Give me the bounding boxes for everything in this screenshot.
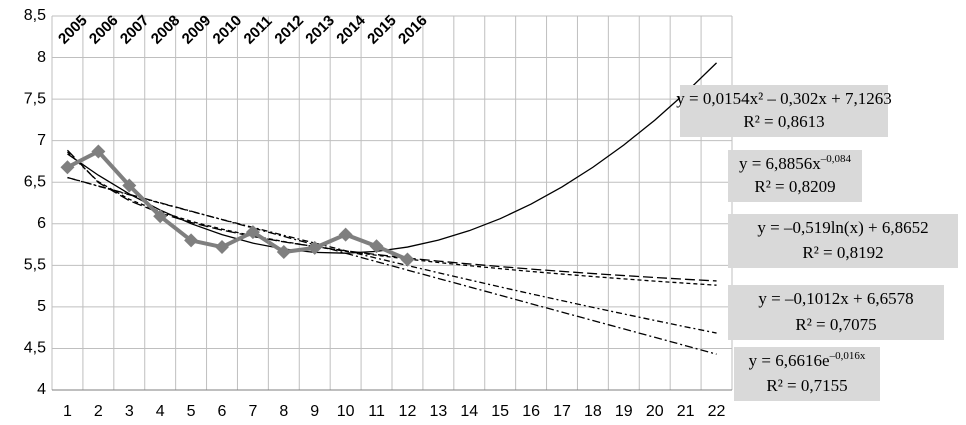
x-tick-label: 2 — [94, 403, 103, 420]
data-point — [215, 240, 229, 255]
r-squared: R² = 0,8613 — [743, 112, 824, 131]
x-tick-label: 10 — [337, 403, 355, 420]
data-point — [91, 144, 106, 159]
data-point — [307, 240, 322, 255]
equation-box — [728, 214, 958, 268]
equation-text: y = –0,519ln(x) + 6,8652 — [757, 218, 928, 237]
data-point — [245, 225, 260, 240]
year-label: 2007 — [117, 12, 153, 48]
data-point — [60, 160, 75, 175]
equation: y = –0,1012x + 6,6578 — [758, 289, 913, 308]
y-tick-label: 8 — [37, 49, 46, 66]
equation-text: y = 6,8856x — [739, 154, 821, 173]
x-tick-label: 12 — [399, 403, 417, 420]
x-tick-label: 4 — [156, 403, 165, 420]
equation-box — [728, 285, 944, 340]
y-tick-label: 5 — [37, 298, 46, 315]
equation-text: y = 0,0154x² – 0,302x + 7,1263 — [676, 89, 892, 108]
equation: y = 6,8856x–0,084 — [739, 153, 852, 173]
equation-box — [734, 347, 880, 401]
x-tick-label: 18 — [584, 403, 602, 420]
year-label: 2008 — [148, 12, 184, 48]
data-point — [369, 239, 384, 254]
x-tick-label: 14 — [460, 403, 478, 420]
equation-text: y = –0,1012x + 6,6578 — [758, 289, 913, 308]
trend-line — [67, 151, 717, 286]
year-label: 2015 — [364, 12, 400, 48]
data-point — [276, 245, 291, 260]
y-tick-label: 7 — [37, 132, 46, 149]
trend-line — [66, 149, 717, 282]
year-label: 2009 — [179, 12, 215, 48]
equation-exponent: –0,084 — [820, 153, 852, 165]
x-tick-label: 6 — [218, 403, 227, 420]
x-tick-label: 15 — [491, 403, 509, 420]
equation-text: y = 6,6616e — [749, 351, 830, 370]
y-tick-label: 6 — [37, 215, 46, 232]
year-label: 2010 — [210, 12, 246, 48]
year-label: 2014 — [333, 12, 369, 48]
y-tick-label: 5,5 — [24, 257, 46, 274]
x-tick-label: 17 — [553, 403, 571, 420]
x-tick-label: 3 — [125, 403, 134, 420]
x-tick-label: 5 — [187, 403, 196, 420]
trend-line — [67, 176, 717, 334]
r-squared: R² = 0,7155 — [766, 376, 847, 395]
x-tick-label: 22 — [708, 403, 726, 420]
year-label: 2013 — [302, 12, 338, 48]
r-squared: R² = 0,7075 — [795, 315, 876, 334]
y-tick-label: 6,5 — [24, 173, 46, 190]
year-label: 2006 — [86, 12, 122, 48]
year-label: 2016 — [395, 12, 431, 48]
y-tick-label: 4,5 — [24, 340, 46, 357]
x-tick-label: 13 — [429, 403, 447, 420]
data-line — [66, 148, 409, 262]
data-point — [184, 233, 199, 248]
x-tick-label: 1 — [63, 403, 72, 420]
equation-exponent: –0,016x — [829, 350, 866, 362]
x-tick-label: 9 — [310, 403, 319, 420]
year-label: 2005 — [55, 12, 91, 48]
equation: y = 0,0154x² – 0,302x + 7,1263 — [676, 89, 892, 108]
x-tick-label: 11 — [368, 403, 385, 420]
r-squared: R² = 0,8192 — [802, 243, 883, 262]
data-point — [338, 227, 353, 242]
equation-box — [728, 150, 862, 202]
r-squared: R² = 0,8209 — [754, 177, 835, 196]
data-point — [122, 178, 137, 193]
data-point — [153, 209, 168, 224]
data-point — [400, 252, 415, 267]
equation: y = –0,519ln(x) + 6,8652 — [757, 218, 928, 237]
year-label: 2012 — [271, 12, 307, 48]
y-tick-label: 8,5 — [24, 7, 46, 24]
equation: y = 6,6616e–0,016x — [749, 350, 866, 370]
x-tick-label: 20 — [646, 403, 664, 420]
y-tick-label: 7,5 — [24, 90, 46, 107]
x-tick-label: 8 — [279, 403, 288, 420]
year-label: 2011 — [241, 13, 276, 48]
y-tick-label: 4 — [37, 381, 46, 398]
x-tick-label: 7 — [248, 403, 257, 420]
x-tick-label: 19 — [615, 403, 633, 420]
x-tick-label: 16 — [522, 403, 540, 420]
x-tick-label: 21 — [677, 403, 695, 420]
equation-box — [680, 85, 888, 137]
